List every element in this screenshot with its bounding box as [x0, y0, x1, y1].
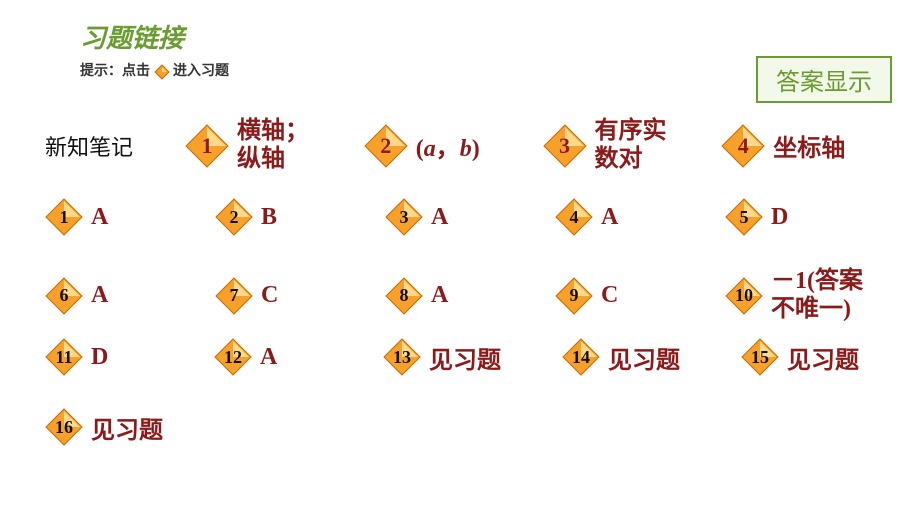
answer-cell[interactable]: 16见习题 [45, 408, 215, 446]
question-diamond-icon[interactable]: 11 [45, 338, 83, 376]
answer-text: －1(答案不唯一) [771, 268, 863, 323]
row-answers-4: 16见习题 [45, 408, 900, 446]
row-answers-3: 11D 12A 13见习题 14见习题 15见习题 [45, 338, 900, 376]
answer-text: A [601, 204, 618, 231]
answer-cell[interactable]: 6A [45, 277, 215, 315]
answer-cell[interactable]: 3A [385, 198, 555, 236]
answer-text: D [91, 344, 108, 371]
question-diamond-icon[interactable]: 5 [725, 198, 763, 236]
page-title: 习题链接 [80, 18, 184, 55]
question-diamond-icon[interactable]: 2 [364, 124, 408, 168]
row-new-knowledge: 新知笔记 1横轴；纵轴 2(a，b) 3有序实数对 4坐标轴 [45, 118, 900, 173]
question-diamond-icon[interactable]: 1 [185, 124, 229, 168]
answer-text: A [431, 282, 448, 309]
answer-text: A [431, 204, 448, 231]
question-diamond-icon[interactable]: 12 [214, 338, 252, 376]
answer-text: 见习题 [608, 340, 680, 375]
question-diamond-icon[interactable]: 16 [45, 408, 83, 446]
answer-cell[interactable]: 1横轴；纵轴 [185, 118, 364, 173]
answer-cell[interactable]: 15见习题 [741, 338, 896, 376]
answer-cell[interactable]: 4坐标轴 [721, 124, 900, 168]
question-diamond-icon[interactable]: 13 [383, 338, 421, 376]
answer-cell[interactable]: 5D [725, 198, 895, 236]
answer-cell[interactable]: 2(a，b) [364, 124, 543, 168]
answer-text: C [601, 282, 618, 309]
answer-cell[interactable]: 2B [215, 198, 385, 236]
hint-suffix: 进入习题 [173, 64, 229, 79]
question-diamond-icon[interactable]: 14 [562, 338, 600, 376]
answer-cell[interactable]: 11 D [45, 338, 190, 376]
answer-text: 横轴；纵轴 [237, 118, 309, 173]
question-diamond-icon[interactable]: 3 [543, 124, 587, 168]
answer-display-button[interactable]: 答案显示 [756, 56, 892, 103]
answer-text: B [261, 204, 277, 231]
answer-text: 见习题 [429, 340, 501, 375]
question-diamond-icon[interactable]: 9 [555, 277, 593, 315]
question-diamond-icon[interactable]: 3 [385, 198, 423, 236]
answer-text: (a，b) [416, 128, 480, 163]
row-answers-2: 6A 7C 8A 9C 10－1(答案不唯一) [45, 268, 900, 323]
answer-cell[interactable]: 10－1(答案不唯一) [725, 268, 895, 323]
answer-text: 有序实数对 [595, 118, 667, 173]
question-diamond-icon[interactable]: 4 [721, 124, 765, 168]
section-label: 新知笔记 [45, 130, 185, 162]
answer-text: 见习题 [787, 340, 859, 375]
row-answers-1: 1A 2B 3A 4A 5D [45, 198, 900, 236]
answer-cell[interactable]: 4A [555, 198, 725, 236]
hint-text: 提示：点击 进入习题 [80, 60, 229, 80]
answer-cell[interactable]: 8A [385, 277, 555, 315]
question-diamond-icon[interactable]: 8 [385, 277, 423, 315]
answer-text: C [261, 282, 278, 309]
question-diamond-icon[interactable]: 7 [215, 277, 253, 315]
question-diamond-icon[interactable]: 4 [555, 198, 593, 236]
answer-text: A [260, 344, 277, 371]
answer-cell[interactable]: 14见习题 [562, 338, 717, 376]
question-diamond-icon[interactable]: 15 [741, 338, 779, 376]
answer-cell[interactable]: 7C [215, 277, 385, 315]
answer-cell[interactable]: 1A [45, 198, 215, 236]
question-diamond-icon[interactable]: 6 [45, 277, 83, 315]
hint-prefix: 提示：点击 [80, 64, 150, 79]
answer-cell[interactable]: 12 A [214, 338, 359, 376]
question-diamond-icon[interactable]: 10 [725, 277, 763, 315]
answer-cell[interactable]: 9C [555, 277, 725, 315]
answer-text: A [91, 204, 108, 231]
question-diamond-icon[interactable]: 2 [215, 198, 253, 236]
hint-diamond-icon [154, 64, 170, 80]
answer-text: 坐标轴 [773, 128, 845, 163]
answer-cell[interactable]: 3有序实数对 [543, 118, 722, 173]
answer-text: 见习题 [91, 410, 163, 445]
answer-text: D [771, 204, 788, 231]
answer-text: A [91, 282, 108, 309]
question-diamond-icon[interactable]: 1 [45, 198, 83, 236]
answer-cell[interactable]: 13见习题 [383, 338, 538, 376]
